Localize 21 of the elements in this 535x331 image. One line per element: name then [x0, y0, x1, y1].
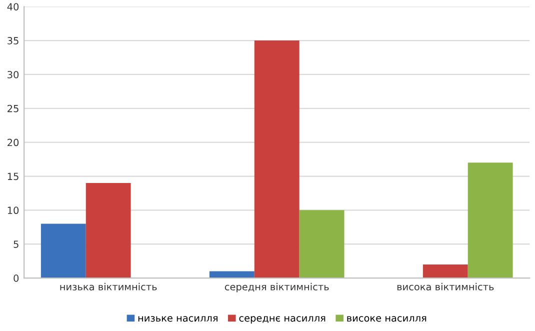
legend-label: низьке насилля [138, 316, 218, 322]
bar [40, 224, 86, 278]
y-tick-label: 35 [8, 37, 18, 44]
legend-label: високе насилля [347, 316, 426, 322]
y-tick-label: 5 [14, 240, 18, 248]
x-tick-label: висока віктимність [397, 282, 494, 290]
y-tick-label: 10 [8, 206, 19, 214]
y-tick-label: 25 [8, 104, 18, 112]
bar [86, 183, 131, 278]
y-tick-label: 20 [8, 138, 19, 146]
y-tick-label: 0 [14, 274, 19, 282]
bar [468, 162, 513, 278]
x-tick-label: низька віктимність [60, 282, 157, 290]
x-tick-label: середня віктимність [224, 282, 329, 292]
bar [422, 264, 468, 278]
y-tick-label: 15 [8, 172, 18, 180]
bar [254, 40, 300, 278]
y-tick-label: 30 [8, 70, 19, 78]
y-tick-label: 40 [7, 3, 19, 10]
legend-label: середнє насилля [239, 316, 326, 324]
bar [299, 210, 344, 278]
